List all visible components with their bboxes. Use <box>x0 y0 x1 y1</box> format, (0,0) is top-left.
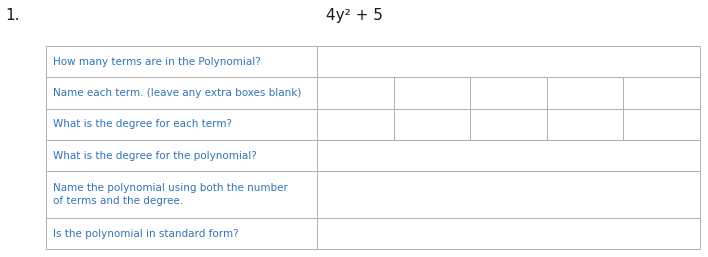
Bar <box>46 218 317 249</box>
Bar <box>394 78 470 109</box>
Bar <box>317 218 700 249</box>
Bar <box>547 78 623 109</box>
Bar <box>46 140 317 171</box>
Bar <box>46 171 317 218</box>
Bar <box>46 46 317 78</box>
Bar <box>317 171 700 218</box>
Bar <box>470 109 547 140</box>
Text: Name each term. (leave any extra boxes blank): Name each term. (leave any extra boxes b… <box>53 88 302 98</box>
Bar <box>46 78 317 109</box>
Bar <box>394 109 470 140</box>
Bar <box>46 109 317 140</box>
Bar <box>623 109 700 140</box>
Bar <box>623 78 700 109</box>
Text: What is the degree for each term?: What is the degree for each term? <box>53 119 232 129</box>
Text: Is the polynomial in standard form?: Is the polynomial in standard form? <box>53 229 239 239</box>
Text: 4y² + 5: 4y² + 5 <box>326 8 382 23</box>
Bar <box>547 109 623 140</box>
Text: 1.: 1. <box>6 8 20 23</box>
Text: How many terms are in the Polynomial?: How many terms are in the Polynomial? <box>53 57 261 67</box>
Text: What is the degree for the polynomial?: What is the degree for the polynomial? <box>53 151 257 161</box>
Bar <box>470 78 547 109</box>
Bar <box>317 78 394 109</box>
Bar <box>317 46 700 78</box>
Text: Name the polynomial using both the number
of terms and the degree.: Name the polynomial using both the numbe… <box>53 183 288 206</box>
Bar <box>317 140 700 171</box>
Bar <box>317 109 394 140</box>
